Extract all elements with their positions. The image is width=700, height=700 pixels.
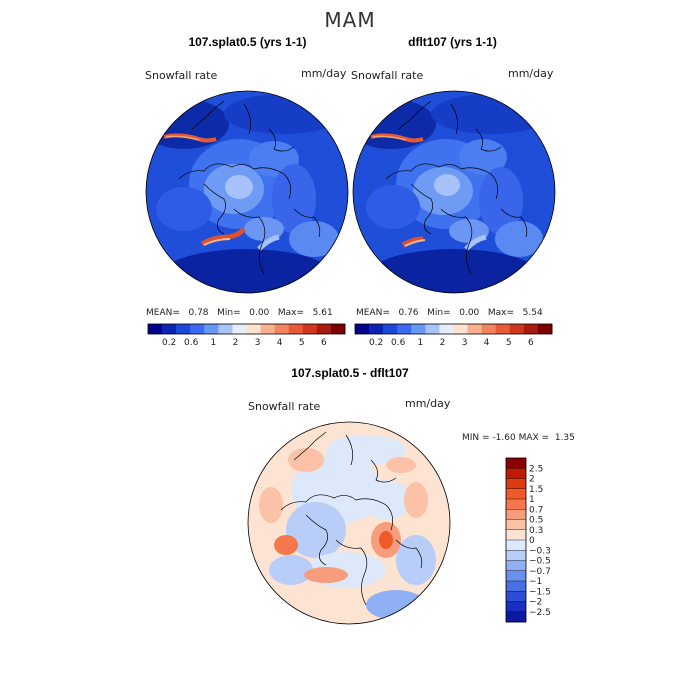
panel2-colorbar-swatch bbox=[439, 324, 454, 334]
panel1-colorbar-swatch bbox=[204, 324, 219, 334]
panel1-map bbox=[145, 90, 349, 294]
panel1-colorbar-tick-label: 0.6 bbox=[184, 338, 199, 348]
panel2-colorbar-tick-label: 0.2 bbox=[369, 338, 383, 348]
panel1-colorbar-swatch bbox=[218, 324, 233, 334]
panel1-colorbar-tick-label: 2 bbox=[233, 338, 239, 348]
panel2-stats: MEAN= 0.76 Min= 0.00 Max= 5.54 bbox=[356, 308, 543, 318]
panel2-colorbar-tick-label: 3 bbox=[462, 338, 468, 348]
panel1-colorbar-swatch bbox=[176, 324, 191, 334]
panel3-colorbar-tick-label: −1.5 bbox=[529, 587, 551, 597]
panel1-field-label: Snowfall rate bbox=[145, 69, 218, 82]
panel3-colorbar-swatch bbox=[506, 540, 526, 551]
panel3-map bbox=[247, 421, 451, 625]
panel3-field-label: Snowfall rate bbox=[248, 400, 321, 413]
panel2-colorbar-tick-label: 5 bbox=[506, 338, 512, 348]
panel1-colorbar-swatch bbox=[260, 324, 275, 334]
panel3-colorbar-tick-label: −1 bbox=[529, 577, 542, 587]
panel2-colorbar-swatch bbox=[425, 324, 440, 334]
panel3-colorbar-swatch bbox=[506, 550, 526, 561]
panel3-colorbar-swatch bbox=[506, 458, 526, 469]
panel2-colorbar-swatch bbox=[383, 324, 398, 334]
panel3-colorbar-tick-label: −0.5 bbox=[529, 557, 551, 567]
panel2-colorbar-swatch bbox=[495, 324, 511, 334]
panel3-colorbar-tick-label: 1.5 bbox=[529, 485, 543, 495]
panel1-colorbar-swatch bbox=[302, 324, 318, 334]
panel3-colorbar-swatch bbox=[506, 581, 526, 592]
panel3-colorbar-tick-label: −0.7 bbox=[529, 567, 551, 577]
panel2-colorbar-tick-label: 0.6 bbox=[391, 338, 406, 348]
panel2-map bbox=[352, 90, 556, 294]
panel2-colorbar-swatch bbox=[369, 324, 384, 334]
panel2-colorbar-swatch bbox=[453, 324, 468, 334]
panel3-title: 107.splat0.5 - dflt107 bbox=[291, 366, 409, 380]
panel3-minmax: MIN = -1.60 MAX = 1.35 bbox=[462, 433, 575, 443]
panel3-colorbar-tick-label: 0.5 bbox=[529, 516, 543, 526]
panel3-colorbar-tick-label: 2.5 bbox=[529, 464, 543, 474]
panel1-colorbar-tick-label: 4 bbox=[277, 338, 283, 348]
panel3-colorbar-swatch bbox=[506, 468, 526, 479]
panel2-colorbar-tick-label: 4 bbox=[484, 338, 490, 348]
panel2-colorbar-swatch bbox=[467, 324, 482, 334]
panel1-units: mm/day bbox=[301, 67, 347, 80]
panel3-colorbar-tick-label: 1 bbox=[529, 495, 535, 505]
panel1-title: 107.splat0.5 (yrs 1-1) bbox=[188, 35, 307, 49]
panel1-colorbar-tick-label: 6 bbox=[321, 338, 327, 348]
panel1-colorbar: 0.2 0.6 1 2 3 4 5 6 bbox=[147, 323, 346, 348]
panel3-colorbar-tick-label: 0.3 bbox=[529, 526, 543, 536]
panel3-colorbar-tick-label: 0.7 bbox=[529, 505, 543, 515]
panel1-stats: MEAN= 0.78 Min= 0.00 Max= 5.61 bbox=[146, 308, 333, 318]
panel3-colorbar-tick-label: 2 bbox=[529, 475, 535, 485]
panel3-colorbar-swatch bbox=[506, 519, 526, 531]
panel2-colorbar-frame bbox=[354, 323, 553, 335]
panel2-colorbar-swatch bbox=[411, 324, 426, 334]
panel1-colorbar-tick-label: 5 bbox=[299, 338, 305, 348]
panel3-colorbar-tick-label: −2 bbox=[529, 598, 542, 608]
panel2-colorbar-tick-label: 1 bbox=[417, 338, 423, 348]
panel2-field-label: Snowfall rate bbox=[351, 69, 424, 82]
panel3-colorbar-tick-label: −2.5 bbox=[529, 608, 551, 618]
panel1-colorbar-tick-label: 0.2 bbox=[162, 338, 176, 348]
panel3-units: mm/day bbox=[405, 397, 451, 410]
panel2-colorbar-swatch bbox=[537, 324, 553, 334]
figure-title: MAM bbox=[324, 8, 376, 32]
panel3-colorbar: 2.521.510.70.50.30−0.3−0.5−0.7−1−1.5−2−2… bbox=[505, 457, 551, 623]
panel2-colorbar: 0.2 0.6 1 2 3 4 5 6 bbox=[354, 323, 553, 348]
panel3-colorbar-tick-label: 0 bbox=[529, 536, 535, 546]
panel3-colorbar-swatch bbox=[506, 478, 526, 490]
panel2-colorbar-swatch bbox=[523, 324, 539, 334]
panel1-colorbar-swatch bbox=[288, 324, 304, 334]
panel2-title: dflt107 (yrs 1-1) bbox=[408, 35, 497, 49]
panel2-colorbar-swatch bbox=[481, 324, 497, 334]
panel3-colorbar-swatch bbox=[506, 499, 526, 510]
panel3-colorbar-swatch bbox=[506, 560, 526, 572]
panel2-colorbar-tick-label: 6 bbox=[528, 338, 534, 348]
panel1-colorbar-swatch bbox=[274, 324, 290, 334]
panel3-colorbar-swatch bbox=[506, 509, 526, 520]
panel2-colorbar-tick-label: 2 bbox=[440, 338, 446, 348]
panel2-units: mm/day bbox=[508, 67, 554, 80]
panel3-colorbar-swatch bbox=[506, 570, 526, 582]
panel3-colorbar-swatch bbox=[506, 529, 526, 541]
panel1-colorbar-tick-label: 1 bbox=[210, 338, 216, 348]
panel2-colorbar-swatch bbox=[397, 324, 412, 334]
panel3-colorbar-swatch bbox=[506, 611, 526, 623]
panel3-colorbar-swatch bbox=[506, 488, 526, 500]
panel1-colorbar-swatch bbox=[330, 324, 346, 334]
panel2-colorbar-swatch bbox=[509, 324, 525, 334]
panel1-colorbar-swatch bbox=[316, 324, 332, 334]
panel1-colorbar-swatch bbox=[148, 324, 163, 334]
panel3-colorbar-swatch bbox=[506, 591, 526, 602]
panel1-colorbar-swatch bbox=[190, 324, 205, 334]
panel1-colorbar-swatch bbox=[162, 324, 177, 334]
panel1-colorbar-frame bbox=[147, 323, 346, 335]
panel1-colorbar-tick-label: 3 bbox=[255, 338, 261, 348]
panel3-colorbar-tick-label: −0.3 bbox=[529, 546, 551, 556]
panel3-colorbar-swatch bbox=[506, 601, 526, 613]
panel2-colorbar-swatch bbox=[355, 324, 370, 334]
panel1-colorbar-swatch bbox=[232, 324, 247, 334]
panel1-colorbar-swatch bbox=[246, 324, 261, 334]
